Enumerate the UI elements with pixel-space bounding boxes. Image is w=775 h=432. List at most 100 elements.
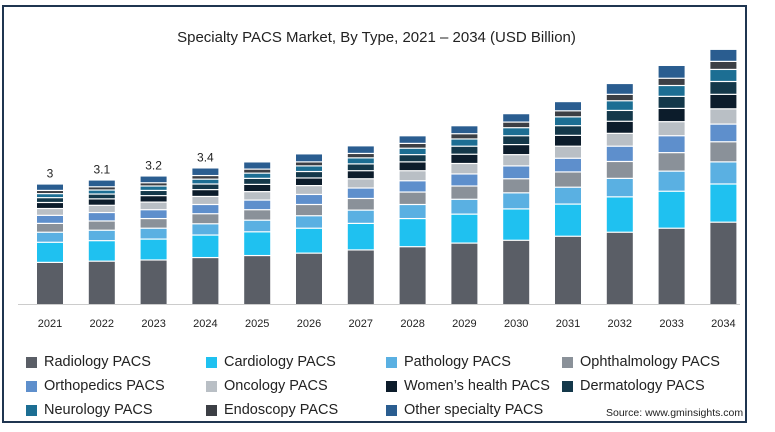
bar-segment bbox=[451, 126, 478, 134]
bar-segment bbox=[606, 111, 633, 121]
bar-segment bbox=[37, 262, 63, 304]
legend-swatch bbox=[386, 404, 397, 416]
x-tick-label: 2022 bbox=[90, 318, 114, 330]
bar-segment bbox=[710, 184, 737, 222]
bar-segment bbox=[606, 178, 633, 197]
bar-segment bbox=[192, 176, 219, 179]
bar-segment bbox=[503, 114, 530, 122]
bar-segment bbox=[710, 124, 737, 142]
bar-segment bbox=[399, 205, 426, 218]
x-tick-label: 2032 bbox=[608, 318, 632, 330]
x-tick-label: 2027 bbox=[349, 318, 373, 330]
legend-label: Other specialty PACS bbox=[404, 402, 544, 418]
bar-segment bbox=[399, 143, 426, 148]
bar-segment bbox=[88, 221, 115, 230]
bar-segment bbox=[555, 117, 581, 126]
bar-segment bbox=[296, 154, 322, 162]
bar-segment bbox=[296, 178, 322, 186]
bar-segment bbox=[37, 191, 63, 194]
bar-segment bbox=[37, 232, 63, 242]
bar-segment bbox=[555, 204, 581, 236]
bar-segment bbox=[140, 260, 167, 304]
bar-segment bbox=[347, 164, 374, 171]
legend-swatch bbox=[26, 356, 37, 368]
legend-label: Women’s health PACS bbox=[404, 378, 550, 394]
legend-label: Oncology PACS bbox=[224, 378, 328, 394]
bar-segment bbox=[555, 111, 581, 117]
bar-segment bbox=[140, 219, 167, 228]
bar-segment bbox=[555, 236, 581, 304]
x-tick-label: 2034 bbox=[711, 318, 735, 330]
bar-segment bbox=[555, 158, 581, 172]
bar-segment bbox=[296, 253, 322, 304]
bar-segment bbox=[37, 215, 63, 223]
chart-frame: Specialty PACS Market, By Type, 2021 – 2… bbox=[2, 5, 747, 423]
bar-segment bbox=[399, 247, 426, 304]
legend-item: Pathology PACS bbox=[386, 351, 562, 373]
bar-segment bbox=[710, 82, 737, 94]
legend-label: Ophthalmology PACS bbox=[580, 354, 720, 370]
legend-label: Orthopedics PACS bbox=[44, 378, 165, 394]
bar-segment bbox=[606, 84, 633, 94]
bar-segment bbox=[192, 184, 219, 190]
bar-segment bbox=[658, 191, 685, 228]
bar-segment bbox=[347, 250, 374, 304]
total-value-label: 3.1 bbox=[93, 162, 110, 176]
bar-segment bbox=[606, 101, 633, 110]
legend-label: Neurology PACS bbox=[44, 402, 153, 418]
bar-segment bbox=[347, 223, 374, 250]
bar-segment bbox=[88, 205, 115, 212]
bar-segment bbox=[710, 162, 737, 184]
legend-item: Women’s health PACS bbox=[386, 375, 562, 397]
bar-segment bbox=[451, 243, 478, 304]
bar-segment bbox=[710, 222, 737, 304]
x-tick-label: 2021 bbox=[38, 318, 62, 330]
bar-segment bbox=[503, 145, 530, 155]
x-tick-label: 2026 bbox=[297, 318, 321, 330]
bar-segment bbox=[399, 171, 426, 181]
legend-item: Dermatology PACS bbox=[562, 375, 738, 397]
bar-segment bbox=[244, 173, 271, 178]
bar-segment bbox=[347, 171, 374, 179]
bar-segment bbox=[244, 220, 271, 232]
bar-segment bbox=[451, 154, 478, 163]
bar-segment bbox=[555, 172, 581, 187]
bar-segment bbox=[140, 228, 167, 239]
bar-segment bbox=[606, 232, 633, 304]
x-tick-label: 2023 bbox=[141, 318, 165, 330]
bar-segment bbox=[37, 209, 63, 215]
bar-segment bbox=[296, 216, 322, 228]
x-tick-label: 2033 bbox=[659, 318, 683, 330]
bar-segment bbox=[503, 155, 530, 166]
bar-segment bbox=[399, 155, 426, 162]
bar-segment bbox=[399, 148, 426, 155]
bar-segment bbox=[555, 135, 581, 146]
bar-segment bbox=[606, 121, 633, 133]
chart-legend: Radiology PACS Cardiology PACS Pathology P… bbox=[26, 351, 746, 421]
bar-segment bbox=[88, 190, 115, 194]
bar-segment bbox=[658, 153, 685, 171]
bar-segment bbox=[88, 261, 115, 304]
bar-segment bbox=[658, 78, 685, 85]
bar-segment bbox=[658, 122, 685, 136]
bar-segment bbox=[710, 142, 737, 162]
bar-segment bbox=[658, 171, 685, 191]
bar-segment bbox=[192, 197, 219, 204]
bar-segment bbox=[244, 210, 271, 220]
bar-segment bbox=[244, 169, 271, 173]
bar-segment bbox=[88, 199, 115, 205]
bar-segment bbox=[451, 164, 478, 174]
bar-segment bbox=[347, 199, 374, 210]
bar-segment bbox=[658, 66, 685, 78]
bar-segment bbox=[503, 193, 530, 209]
bar-segment bbox=[244, 200, 271, 210]
legend-swatch bbox=[562, 380, 573, 392]
bar-segment bbox=[658, 86, 685, 96]
bar-segment bbox=[296, 162, 322, 166]
bar-segment bbox=[192, 205, 219, 214]
legend-item: Neurology PACS bbox=[26, 399, 206, 421]
legend-swatch bbox=[26, 380, 37, 392]
bar-segment bbox=[88, 213, 115, 221]
bar-segment bbox=[37, 198, 63, 202]
legend-swatch bbox=[562, 356, 573, 368]
